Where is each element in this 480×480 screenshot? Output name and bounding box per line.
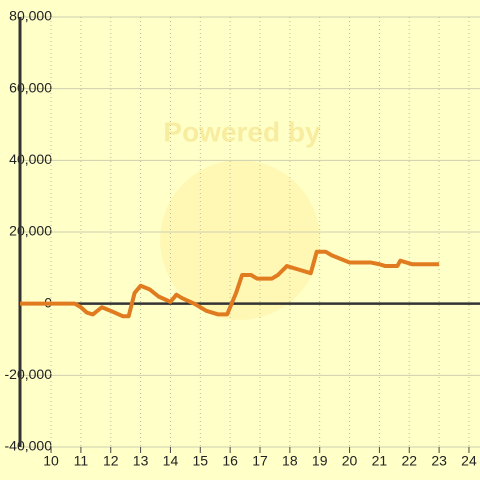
x-tick-label: 10: [43, 453, 59, 469]
x-tick-label: 22: [401, 453, 417, 469]
x-tick-label: 18: [282, 453, 298, 469]
x-tick-label: 24: [461, 453, 477, 469]
y-tick-label: 20,000: [9, 223, 52, 239]
x-tick-label: 23: [431, 453, 447, 469]
y-tick-label: -20,000: [5, 366, 53, 382]
watermark: Powered by: [163, 116, 321, 147]
x-tick-label: 12: [103, 453, 119, 469]
x-tick-label: 17: [252, 453, 268, 469]
y-tick-label: 60,000: [9, 79, 52, 95]
x-tick-label: 14: [163, 453, 179, 469]
y-tick-label: 40,000: [9, 151, 52, 167]
x-tick-label: 15: [193, 453, 209, 469]
x-tick-label: 11: [74, 453, 89, 469]
data-line: [20, 249, 440, 319]
watermark-logo: [160, 160, 320, 320]
x-tick-label: 13: [133, 453, 149, 469]
x-tick-label: 16: [222, 453, 238, 469]
x-tick-label: 20: [342, 453, 358, 469]
y-tick-label: 80,000: [9, 8, 52, 24]
x-tick-label: 21: [372, 453, 388, 469]
x-tick-label: 19: [312, 453, 328, 469]
y-tick-label: -40,000: [5, 438, 53, 454]
